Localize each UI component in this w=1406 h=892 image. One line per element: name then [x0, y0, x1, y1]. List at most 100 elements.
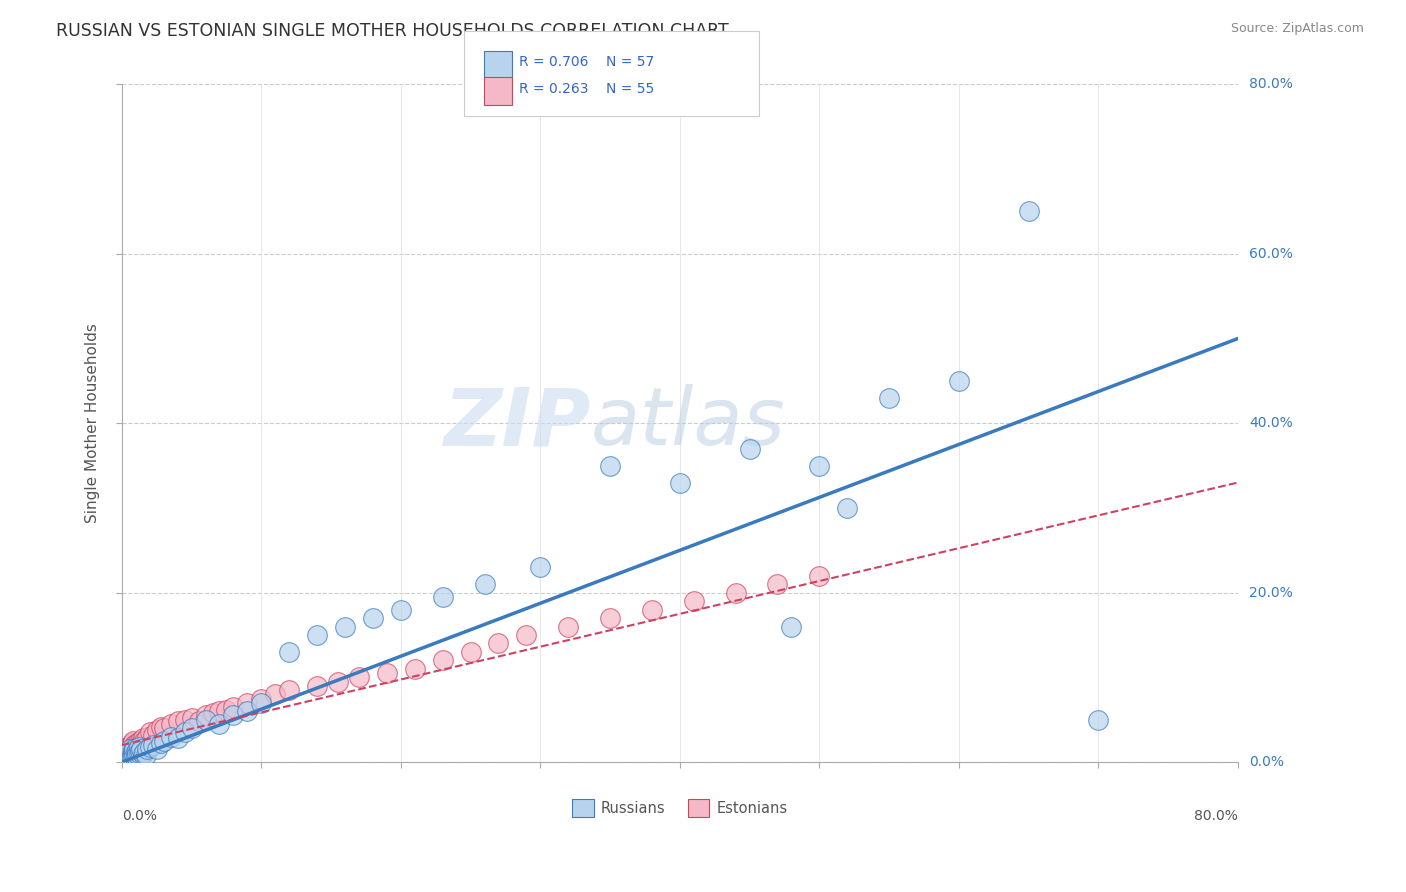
- Point: [131, 736, 153, 750]
- Point: [173, 725, 195, 739]
- Point: [278, 683, 301, 698]
- Point: [117, 748, 139, 763]
- Point: [766, 577, 789, 591]
- Text: 40.0%: 40.0%: [1249, 417, 1292, 430]
- Text: 0.0%: 0.0%: [1249, 756, 1284, 769]
- Point: [180, 711, 202, 725]
- Point: [808, 458, 831, 473]
- Point: [724, 585, 747, 599]
- Point: [877, 391, 900, 405]
- Point: [173, 713, 195, 727]
- Text: 80.0%: 80.0%: [1249, 78, 1294, 92]
- Point: [808, 568, 831, 582]
- Point: [115, 745, 138, 759]
- Point: [141, 728, 163, 742]
- Point: [187, 714, 209, 729]
- Point: [404, 662, 426, 676]
- Point: [1087, 713, 1109, 727]
- Text: atlas: atlas: [591, 384, 786, 462]
- Point: [780, 619, 803, 633]
- Y-axis label: Single Mother Households: Single Mother Households: [86, 323, 100, 524]
- Point: [134, 734, 156, 748]
- Point: [129, 734, 152, 748]
- Point: [120, 743, 142, 757]
- Point: [236, 696, 259, 710]
- Text: Source: ZipAtlas.com: Source: ZipAtlas.com: [1230, 22, 1364, 36]
- Point: [115, 751, 138, 765]
- Point: [669, 475, 692, 490]
- Point: [135, 748, 157, 763]
- Point: [114, 747, 136, 761]
- Point: [488, 636, 510, 650]
- Text: 80.0%: 80.0%: [1194, 809, 1237, 822]
- Text: 60.0%: 60.0%: [1249, 247, 1294, 260]
- Point: [124, 747, 146, 761]
- Point: [118, 747, 141, 761]
- Point: [347, 670, 370, 684]
- Point: [333, 619, 356, 633]
- Point: [682, 594, 704, 608]
- Point: [132, 731, 155, 746]
- Point: [215, 702, 238, 716]
- Point: [375, 666, 398, 681]
- Point: [121, 750, 143, 764]
- Point: [122, 739, 145, 754]
- Point: [120, 738, 142, 752]
- Point: [194, 708, 217, 723]
- Point: [128, 739, 150, 754]
- Point: [201, 706, 224, 720]
- Point: [138, 725, 160, 739]
- Point: [124, 738, 146, 752]
- Text: R = 0.263    N = 55: R = 0.263 N = 55: [519, 82, 654, 96]
- Point: [166, 731, 188, 746]
- Point: [120, 742, 142, 756]
- Point: [529, 560, 551, 574]
- Point: [599, 458, 621, 473]
- Point: [145, 742, 167, 756]
- Point: [127, 736, 149, 750]
- Point: [159, 730, 181, 744]
- Point: [837, 500, 859, 515]
- Point: [1018, 204, 1040, 219]
- Point: [460, 645, 482, 659]
- Point: [250, 691, 273, 706]
- Point: [149, 719, 172, 733]
- Point: [121, 741, 143, 756]
- Point: [250, 696, 273, 710]
- Point: [194, 713, 217, 727]
- Text: 0.0%: 0.0%: [122, 809, 157, 822]
- Point: [208, 717, 231, 731]
- Point: [278, 645, 301, 659]
- Point: [117, 742, 139, 756]
- Point: [948, 374, 970, 388]
- Text: 20.0%: 20.0%: [1249, 586, 1292, 599]
- Point: [118, 739, 141, 754]
- Point: [599, 611, 621, 625]
- Point: [159, 717, 181, 731]
- Point: [307, 628, 329, 642]
- Point: [122, 744, 145, 758]
- Point: [127, 743, 149, 757]
- Point: [118, 749, 141, 764]
- Point: [138, 739, 160, 754]
- Point: [641, 602, 664, 616]
- Point: [128, 739, 150, 754]
- Point: [131, 742, 153, 756]
- Point: [122, 734, 145, 748]
- Point: [208, 704, 231, 718]
- Point: [166, 714, 188, 729]
- Text: RUSSIAN VS ESTONIAN SINGLE MOTHER HOUSEHOLDS CORRELATION CHART: RUSSIAN VS ESTONIAN SINGLE MOTHER HOUSEH…: [56, 22, 728, 40]
- Point: [121, 736, 143, 750]
- Point: [125, 742, 148, 756]
- Point: [236, 704, 259, 718]
- Point: [114, 748, 136, 763]
- Point: [264, 687, 287, 701]
- Point: [557, 619, 579, 633]
- Point: [127, 747, 149, 762]
- Point: [149, 736, 172, 750]
- Point: [124, 741, 146, 756]
- Point: [136, 741, 159, 756]
- Point: [132, 747, 155, 761]
- Point: [134, 745, 156, 759]
- Point: [515, 628, 537, 642]
